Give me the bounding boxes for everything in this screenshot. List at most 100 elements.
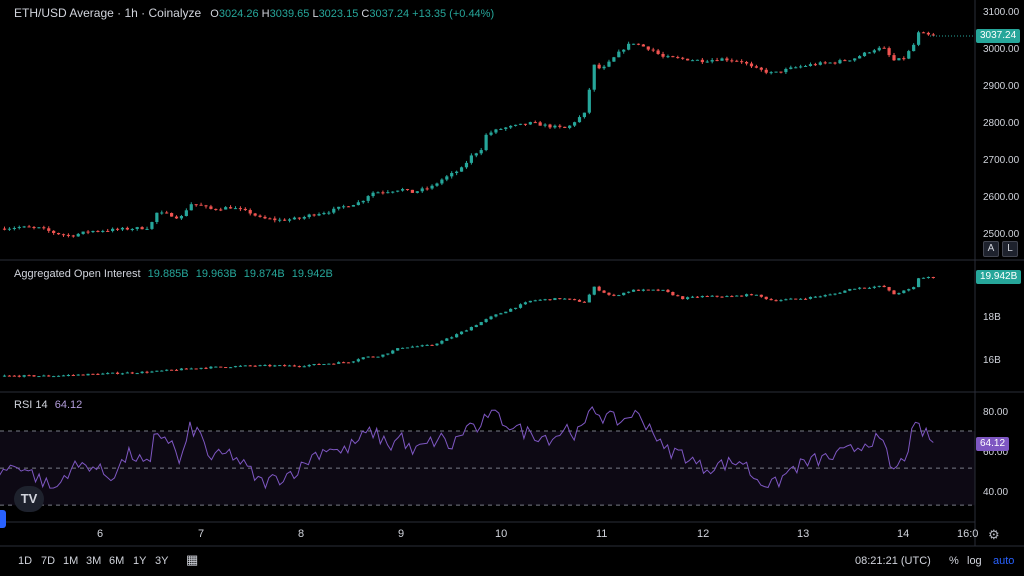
oi-candle [22, 375, 26, 377]
oi-candle [37, 376, 41, 378]
tradingview-logo[interactable]: TV [14, 486, 44, 512]
oi-candle [371, 356, 375, 358]
timeframe-3m[interactable]: 3M [86, 555, 102, 567]
high-key: H [261, 8, 270, 20]
percent-toggle[interactable]: % [949, 555, 959, 567]
oi-candle [32, 375, 36, 377]
oi-candle [563, 298, 567, 300]
time-tick-6: 6 [97, 528, 104, 540]
price-candle [450, 173, 454, 177]
price-candle [617, 51, 621, 58]
oi-candle [627, 291, 631, 293]
oi-candle [106, 373, 110, 375]
rsi-pane[interactable] [0, 405, 975, 506]
oi-candle [872, 286, 876, 288]
oi-candle [322, 364, 326, 366]
price-legend: ETH/USD Average · 1h · Coinalyze O3024.2… [14, 6, 494, 20]
price-candle [278, 219, 282, 221]
price-candle [66, 234, 71, 236]
price-candle [612, 57, 616, 62]
oi-candle [730, 296, 734, 298]
auto-scale-button[interactable]: A [983, 241, 999, 257]
price-candle [111, 228, 115, 231]
calendar-range-icon[interactable]: ▦ [186, 552, 199, 567]
oi-candle [607, 292, 611, 295]
axes [0, 0, 1024, 547]
price-candle [528, 122, 532, 125]
timeframe-1m[interactable]: 1M [63, 555, 79, 567]
price-candle [366, 196, 370, 201]
price-candle [469, 155, 473, 163]
price-candle [523, 123, 528, 125]
price-candle [872, 50, 876, 53]
oi-candle [445, 338, 449, 341]
oi-candle [263, 364, 267, 366]
oi-candle [337, 362, 341, 364]
oi-value-2: 19.963B [195, 268, 237, 280]
time-tick-10: 10 [495, 528, 508, 540]
timeframe-1d[interactable]: 1D [18, 555, 33, 567]
price-candle [410, 189, 415, 193]
price-candle [779, 71, 783, 73]
oi-value-4: 19.942B [291, 268, 333, 280]
oi-candle [587, 294, 591, 303]
oi-candle [405, 347, 410, 349]
time-tick-8: 8 [298, 528, 305, 540]
price-candle [76, 233, 80, 237]
auto-toggle[interactable]: auto [993, 555, 1015, 567]
price-candle [37, 227, 41, 229]
oi-candle [47, 375, 51, 377]
oi-candle [484, 319, 488, 323]
price-candle [504, 127, 508, 129]
oi-candle [558, 298, 562, 300]
time-tick-7: 7 [198, 528, 205, 540]
price-candle [140, 227, 144, 230]
price-candle [636, 43, 641, 45]
price-candle [494, 129, 498, 133]
oi-candle [548, 299, 552, 301]
price-candle [71, 235, 75, 237]
timeframe-7d[interactable]: 7D [41, 555, 56, 567]
oi-candle [209, 366, 213, 369]
oi-candle [312, 363, 316, 365]
oi-candle [907, 289, 911, 291]
price-pane[interactable] [2, 30, 975, 238]
oi-candle [258, 365, 262, 367]
oi-candle [759, 294, 763, 297]
oi-candle [179, 368, 184, 371]
oi-candle [420, 345, 424, 347]
oi-candle [818, 296, 822, 298]
scroll-handle[interactable] [0, 510, 6, 528]
oi-candle [430, 344, 434, 346]
log-scale-button[interactable]: L [1002, 241, 1018, 257]
price-candle [327, 212, 331, 214]
oi-candle [238, 365, 243, 367]
price-candle [931, 34, 935, 36]
oi-tick-16b: 16B [983, 355, 1001, 366]
price-candle [887, 48, 891, 56]
utc-clock[interactable]: 08:21:21 (UTC) [855, 555, 931, 567]
oi-candle [302, 366, 306, 368]
price-candle [346, 206, 351, 208]
oi-candle [838, 292, 842, 294]
price-candle [848, 60, 852, 62]
oi-value-1: 19.885B [147, 268, 189, 280]
oi-candle [342, 362, 346, 364]
timeframe-3y[interactable]: 3Y [155, 555, 169, 567]
price-candle [42, 227, 46, 229]
price-candle [577, 117, 582, 123]
open-interest-pane[interactable] [2, 276, 935, 378]
timeframe-1y[interactable]: 1Y [133, 555, 147, 567]
price-candle [926, 32, 931, 35]
price-candle [749, 63, 754, 67]
price-candle [690, 60, 695, 62]
time-tick-13: 13 [797, 528, 810, 540]
price-candle [838, 60, 842, 64]
log-toggle[interactable]: log [967, 555, 982, 567]
price-candle [386, 192, 390, 194]
oi-candle [233, 366, 238, 368]
timeframe-6m[interactable]: 6M [109, 555, 125, 567]
oi-candle [779, 300, 783, 302]
oi-candle [435, 343, 439, 346]
settings-gear-icon[interactable]: ⚙ [988, 527, 1000, 542]
